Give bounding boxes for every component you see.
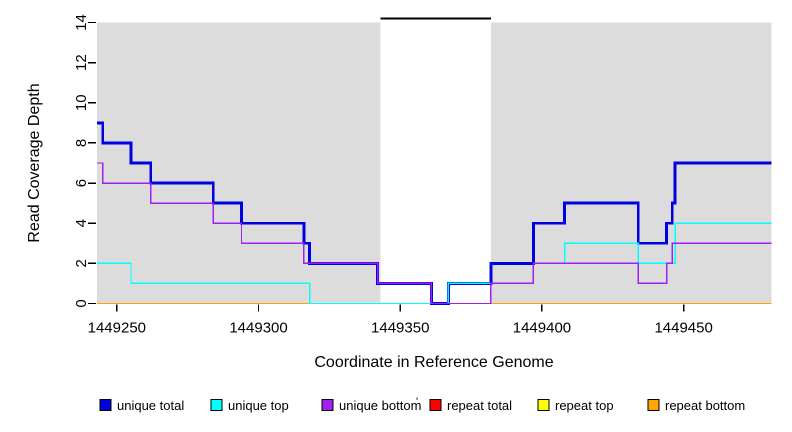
y-tick-label: 10: [73, 94, 90, 111]
legend-label-repeat-total: repeat total: [447, 398, 512, 413]
y-tick-label: 4: [73, 219, 90, 227]
repeat-region-band: [380, 22, 491, 304]
legend-label-unique-top: unique top: [228, 398, 289, 413]
y-tick-label: 12: [73, 54, 90, 71]
y-tick-label: 14: [73, 14, 90, 31]
x-tick-label: 1449450: [654, 320, 712, 337]
y-tick-label: 2: [73, 259, 90, 267]
legend-label-repeat-top: repeat top: [555, 398, 614, 413]
legend-label-unique-total: unique total: [117, 398, 184, 413]
x-tick-label: 1449250: [88, 320, 146, 337]
y-tick-label: 8: [73, 139, 90, 147]
legend-label-repeat-bottom: repeat bottom: [665, 398, 745, 413]
legend-swatch-unique-total: [99, 399, 112, 411]
x-tick-label: 1449300: [229, 320, 287, 337]
y-axis: 0 2 4 6 8 10 12 14: [73, 14, 96, 308]
y-tick-label: 0: [73, 299, 90, 307]
x-axis: 1449250 1449300 1449350 1449400 1449450: [88, 304, 713, 337]
series-lines: [97, 121, 772, 305]
x-tick-label: 1449400: [513, 320, 571, 337]
legend-label-unique-bottom: unique bottom: [339, 398, 421, 413]
legend-stray-mark: ': [416, 396, 418, 408]
x-axis-title: Coordinate in Reference Genome: [314, 354, 553, 371]
legend-swatch-unique-top: [210, 399, 223, 411]
legend-swatch-unique-bottom: [321, 399, 334, 411]
x-tick-label: 1449350: [371, 320, 429, 337]
y-axis-title: Read Coverage Depth: [26, 83, 43, 242]
legend: unique total unique top unique bottom repea…: [99, 396, 745, 413]
legend-swatch-repeat-top: [537, 399, 550, 411]
repeat-region-band-rect: [380, 22, 491, 304]
legend-swatch-repeat-bottom: [647, 399, 660, 411]
y-tick-label: 6: [73, 179, 90, 187]
legend-swatch-repeat-total: [429, 399, 442, 411]
series-line-unique-bottom: [97, 162, 772, 305]
axis-titles: Coordinate in Reference Genome Read Cove…: [26, 83, 554, 371]
